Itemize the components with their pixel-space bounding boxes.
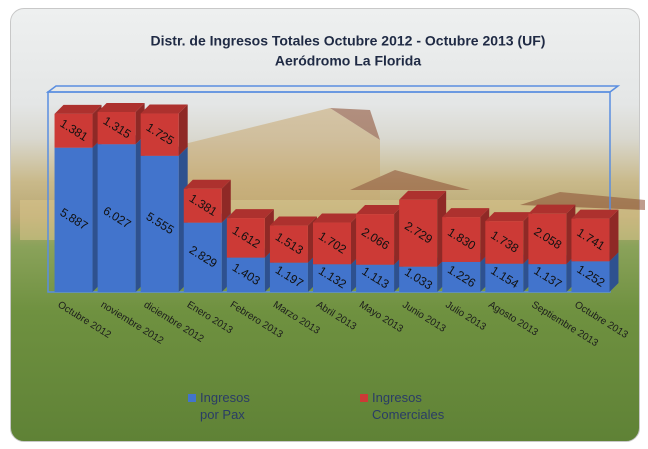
legend-swatch	[188, 394, 196, 402]
legend-label: Ingresos por Pax	[200, 389, 270, 423]
chart-subtitle: Aeródromo La Florida	[275, 53, 421, 69]
legend-label: Ingresos Comerciales	[372, 389, 462, 423]
legend-swatch	[360, 394, 368, 402]
bar-side	[179, 105, 188, 156]
x-tick-label: Julio 2013	[443, 299, 488, 333]
chart-title: Distr. de Ingresos Totales Octubre 2012 …	[151, 33, 546, 49]
x-tick-label: Junio 2013	[400, 299, 448, 334]
chart: Distr. de Ingresos Totales Octubre 2012 …	[0, 0, 648, 449]
plot-frame-top	[48, 86, 618, 92]
page: Distr. de Ingresos Totales Octubre 2012 …	[0, 0, 648, 449]
bar-side	[609, 210, 618, 262]
x-tick-label: Mayo 2013	[357, 299, 405, 335]
